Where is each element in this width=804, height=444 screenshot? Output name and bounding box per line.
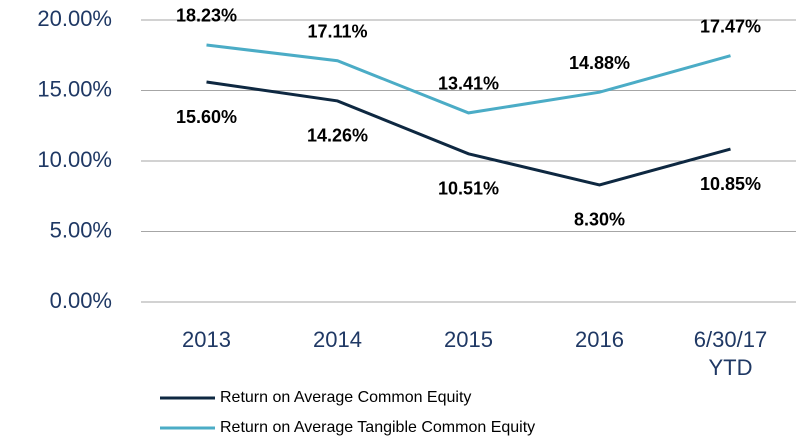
y-tick-label: 20.00% — [37, 6, 112, 31]
y-tick-label: 5.00% — [50, 217, 112, 242]
data-label: 10.51% — [438, 179, 499, 199]
data-label: 17.11% — [307, 21, 367, 41]
x-tick-label: 2013 — [182, 327, 231, 352]
series-line — [206, 80, 731, 187]
x-tick-label: 6/30/17 YTD — [693, 327, 768, 380]
data-label: 17.47% — [700, 16, 761, 36]
legend-label: Return on Average Common Equity — [220, 389, 471, 406]
data-label: 18.23% — [176, 6, 237, 26]
data-label: 10.85% — [700, 174, 761, 194]
y-tick-label: 0.00% — [50, 288, 112, 313]
x-tick-label: 2015 — [444, 327, 493, 352]
data-label: 8.30% — [574, 210, 625, 230]
data-label: 14.26% — [307, 126, 368, 146]
data-label: 15.60% — [176, 107, 237, 127]
legend-label: Return on Average Tangible Common Equity — [220, 419, 535, 436]
data-label: 14.88% — [569, 53, 630, 73]
x-tick-label: 2016 — [575, 327, 624, 352]
y-tick-label: 15.00% — [37, 76, 112, 101]
y-tick-label: 10.00% — [37, 147, 112, 172]
data-label: 13.41% — [438, 74, 499, 94]
series-line — [206, 43, 731, 115]
x-tick-label: 2014 — [313, 327, 362, 352]
